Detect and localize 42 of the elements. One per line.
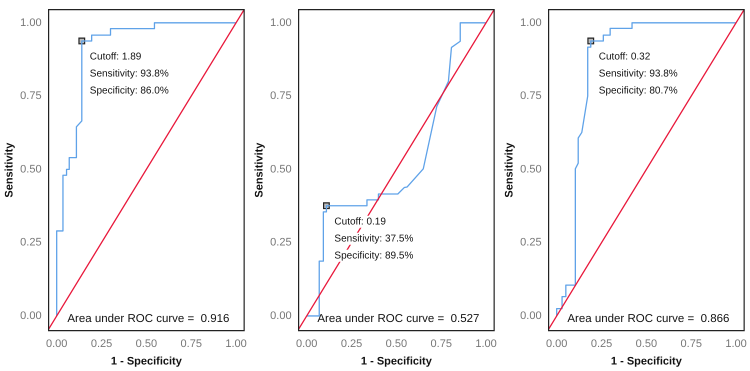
x-tick-label: 0.00: [46, 338, 68, 350]
x-tick-label: 0.50: [386, 338, 408, 350]
y-axis-title: Sensitivity: [504, 142, 516, 198]
x-axis-title: 1 - Specificity: [360, 355, 433, 368]
x-axis-title: 1 - Specificity: [110, 355, 183, 368]
x-tick-label: 0.00: [546, 338, 568, 350]
y-tick-label: 0.50: [270, 163, 292, 176]
x-tick-label: 0.75: [430, 338, 452, 350]
y-tick-label: 0.75: [270, 90, 292, 102]
annotation: Area under ROC curve = 0.527: [317, 313, 480, 326]
y-axis-title: Sensitivity: [254, 142, 266, 198]
x-tick-label: 1.00: [225, 338, 247, 350]
y-tick-label: 0.00: [520, 310, 542, 322]
x-tick-label: 0.25: [590, 338, 612, 350]
annotation: Cutoff: 0.32 Sensitivity: 93.8% Specificity: 80.7%: [598, 52, 678, 97]
y-tick-label: 0.75: [520, 90, 542, 102]
annotation: Cutoff: 0.19 Sensitivity: 37.5% Specificity: 89.5%: [334, 216, 414, 262]
annotation: Area under ROC curve = 0.916: [67, 313, 230, 326]
x-tick-label: 0.50: [136, 338, 158, 350]
y-tick-label: 1.00: [270, 16, 292, 29]
x-tick-label: 0.25: [90, 338, 112, 350]
x-tick-label: 1.00: [475, 338, 497, 350]
x-tick-label: 0.75: [180, 338, 202, 350]
y-tick-label: 0.75: [20, 90, 42, 102]
x-tick-label: 1.00: [725, 338, 747, 350]
y-tick-label: 0.25: [520, 236, 542, 249]
x-tick-label: 0.50: [636, 338, 658, 350]
x-axis-title: 1 - Specificity: [610, 355, 683, 368]
x-tick-label: 0.00: [296, 338, 318, 350]
y-tick-label: 0.00: [270, 310, 292, 322]
y-tick-label: 0.25: [270, 236, 292, 249]
annotation: Cutoff: 1.89 Sensitivity: 93.8% Specificity: 86.0%: [90, 52, 169, 97]
x-tick-label: 0.25: [340, 338, 362, 350]
y-tick-label: 0.00: [20, 310, 42, 322]
y-tick-label: 1.00: [520, 16, 542, 29]
x-tick-label: 0.75: [680, 338, 702, 350]
y-tick-label: 0.50: [20, 163, 42, 176]
y-tick-label: 0.50: [520, 163, 542, 176]
annotation: Area under ROC curve = 0.866: [567, 313, 730, 326]
y-axis-title: Sensitivity: [4, 142, 16, 198]
y-tick-label: 1.00: [20, 16, 42, 29]
y-tick-label: 0.25: [20, 236, 42, 249]
